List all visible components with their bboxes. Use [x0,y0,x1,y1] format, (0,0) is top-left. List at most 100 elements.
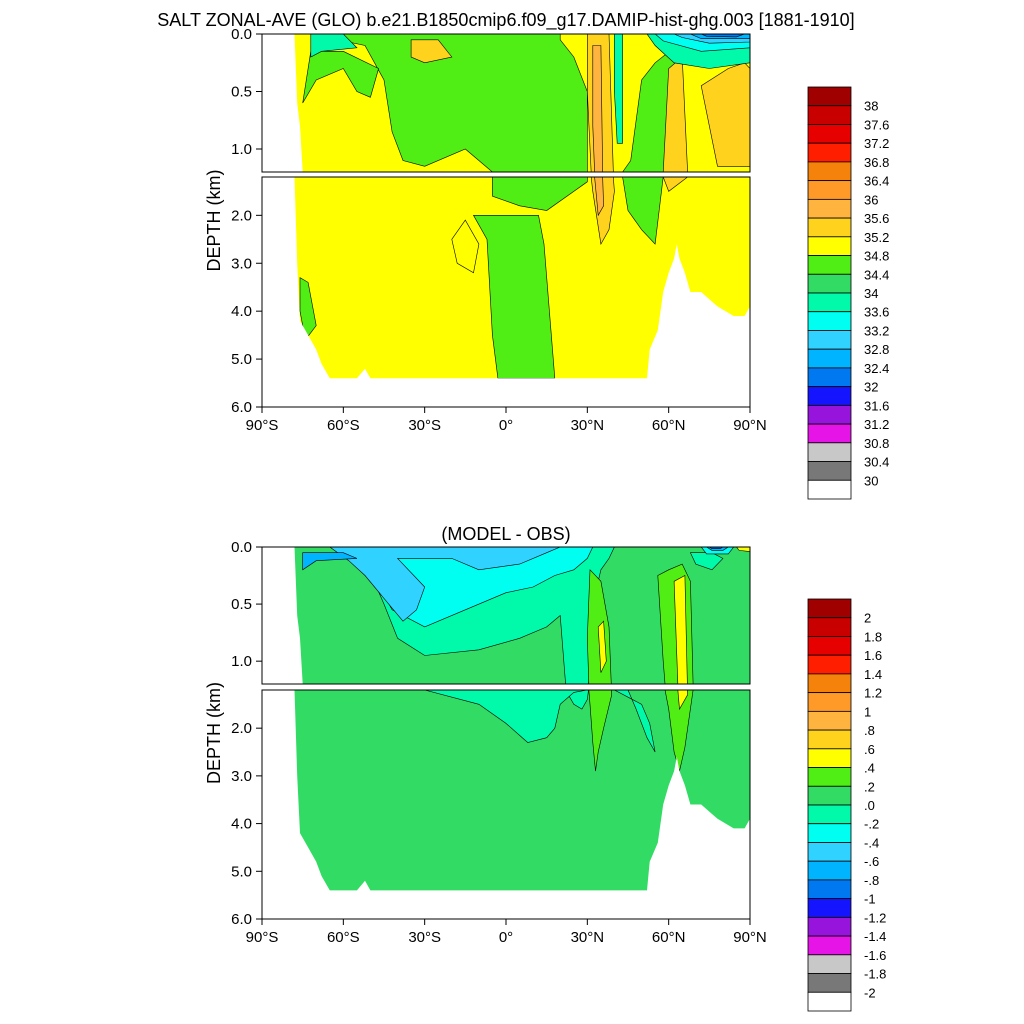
colorbar-swatch [807,710,852,731]
x-tick-label: 60°S [327,929,360,946]
x-tick-label: 90°S [246,929,279,946]
colorbar-label: .0 [864,798,875,813]
figure-title: SALT ZONAL-AVE (GLO) b.e21.B1850cmip6.f0… [157,10,854,31]
contour-region [310,34,358,58]
y-tick-label: 3.0 [231,255,252,272]
colorbar-swatch [807,86,852,107]
colorbar-swatch [807,729,852,750]
contour-region [597,620,607,673]
colorbar-swatch [807,180,852,200]
colorbar-label: 1.6 [864,648,882,663]
colorbar-swatch [807,636,852,656]
colorbar-label: .8 [864,723,875,738]
panel-model-minus-obs: (MODEL - OBS)0.00.51.02.03.04.05.06.090°… [204,524,886,1012]
x-tick-label: 90°S [246,417,279,434]
y-tick-label: 6.0 [231,911,252,928]
colorbar-swatch [807,823,852,843]
contour-region [300,414,316,564]
colorbar-swatch [807,442,852,462]
colorbar-swatch [807,991,852,1012]
x-tick-label: 90°N [733,417,767,434]
colorbar-label: 32.8 [864,342,889,357]
y-tick-label: 4.0 [231,303,252,320]
colorbar-swatch [807,348,852,369]
x-tick-label: 60°N [652,929,686,946]
contour-region [491,177,588,211]
colorbar-swatch [807,673,852,694]
y-tick-label: 1.0 [231,141,252,158]
colorbar-swatch [807,367,852,388]
colorbar-swatch [807,748,852,768]
y-tick-label: 5.0 [231,863,252,880]
colorbar-label: 1.8 [864,629,882,644]
y-tick-label: 5.0 [231,351,252,368]
colorbar-label: 1.2 [864,686,882,701]
colorbar-label: 30.4 [864,455,889,470]
field-upper [262,34,750,564]
colorbar-label: 35.6 [864,211,889,226]
contour-region [664,690,694,772]
land-mask [262,34,303,172]
panel-title: (MODEL - OBS) [441,524,570,544]
colorbar-swatch [807,617,852,637]
colorbar: 21.81.61.41.21.8.6.4.2.0-.2-.4-.6-.8-1-1… [807,598,886,1012]
contour-region [614,690,656,753]
contour-region [700,62,750,167]
colorbar-label: -.2 [864,817,879,832]
panel-salinity: 0.0 0.5 1.0 2.0 3.0 4.0 5.0 6.090°S 60°S 30°S 0° 30… [204,26,889,564]
contour-region [662,56,688,172]
colorbar-swatch [807,404,852,425]
contour-region [592,45,603,172]
colorbar-label: 36.8 [864,155,889,170]
contour-region [302,552,358,571]
colorbar-label: -2 [864,985,876,1000]
colorbar-swatch [807,654,852,675]
x-tick-label: 30°N [571,929,605,946]
colorbar-swatch [807,954,852,974]
plot-frame [261,33,751,173]
colorbar-label: 33.2 [864,323,889,338]
colorbar-swatch [807,785,852,806]
colorbar-swatch [807,292,852,313]
colorbar-label: 2 [864,611,871,626]
colorbar-swatch [807,916,852,937]
colorbar-swatch [807,311,852,331]
contour-region [375,690,588,743]
colorbar-swatch [807,860,852,881]
colorbar-label: 30.8 [864,436,889,451]
colorbar-swatch [807,842,852,862]
colorbar-label: 31.2 [864,417,889,432]
y-tick-label: 4.0 [231,816,252,833]
colorbar-swatch [807,255,852,275]
contour-region [588,690,613,772]
colorbar-label: 31.6 [864,398,889,413]
land-mask [262,177,750,407]
contour-region [736,547,750,552]
colorbar-label: 32.4 [864,361,889,376]
colorbar-label: -1.4 [864,929,886,944]
y-tick-label: 2.0 [231,207,252,224]
colorbar-label: -1 [864,892,876,907]
contour-region [594,177,604,217]
contour-region [302,547,561,622]
x-tick-label: 0° [499,417,513,434]
contour-region [410,39,453,64]
colorbar-swatch [807,423,852,444]
colorbar-swatch [807,330,852,350]
colorbar-label: -.4 [864,835,879,850]
colorbar-swatch [807,804,852,825]
colorbar-swatch [807,598,852,619]
contour-region [299,277,317,341]
colorbar-label: -1.6 [864,948,886,963]
colorbar-swatch [807,935,852,956]
y-axis-label: DEPTH (km) [204,682,224,784]
x-tick-label: 30°N [571,417,605,434]
colorbar-label: 1 [864,704,871,719]
y-tick-label: 2.0 [231,720,252,737]
land-mask [262,547,303,684]
colorbar-swatch [807,105,852,125]
x-tick-label: 60°S [327,417,360,434]
colorbar-label: 37.2 [864,136,889,151]
colorbar-label: 32 [864,380,878,395]
x-tick-label: 30°S [408,929,441,946]
